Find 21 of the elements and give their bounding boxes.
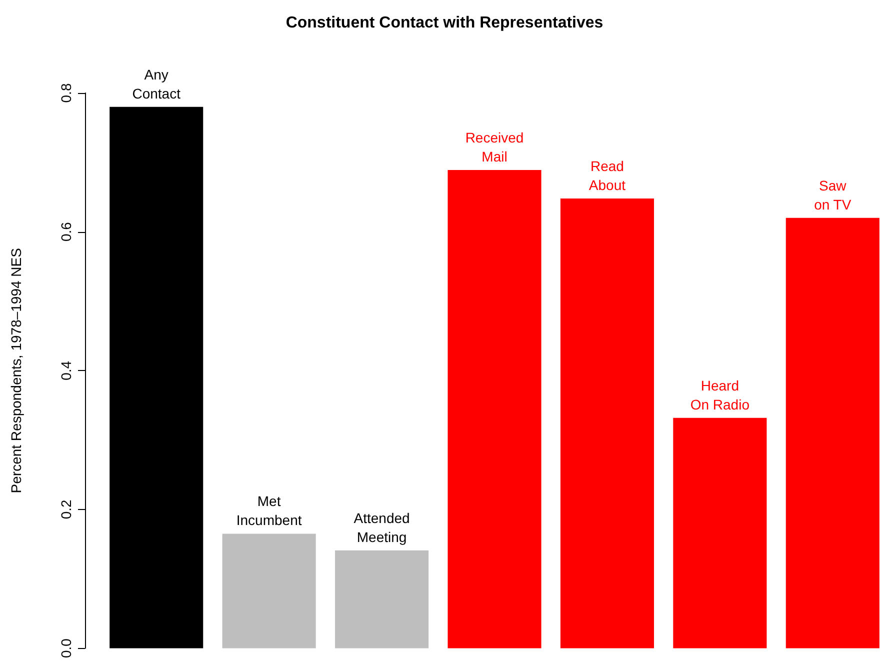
x-tick-label: Heard On Radio — [690, 377, 750, 412]
bar — [448, 170, 542, 648]
x-tick-label: Met Incumbent — [236, 493, 302, 528]
x-tick-label: Any Contact — [132, 66, 181, 102]
x-tick-label: Saw on TV — [814, 177, 852, 212]
bar — [786, 218, 880, 648]
y-tick-label: 0.0 — [58, 638, 74, 658]
y-tick-label: 0.8 — [58, 83, 74, 103]
bar — [110, 106, 204, 648]
y-tick-label: 0.4 — [58, 360, 74, 380]
bar — [335, 550, 429, 648]
y-axis-title: Percent Respondents, 1978–1994 NES — [8, 248, 24, 494]
x-tick-label: Attended Meeting — [354, 510, 410, 545]
bar — [673, 418, 767, 648]
x-tick-label: Read About — [588, 158, 626, 193]
chart-title: Constituent Contact with Representatives — [286, 14, 604, 32]
bar — [560, 198, 654, 648]
y-tick-label: 0.2 — [58, 500, 74, 520]
y-tick-label: 0.6 — [58, 222, 74, 242]
x-tick-label: Received Mail — [465, 130, 524, 165]
bar — [222, 534, 316, 648]
